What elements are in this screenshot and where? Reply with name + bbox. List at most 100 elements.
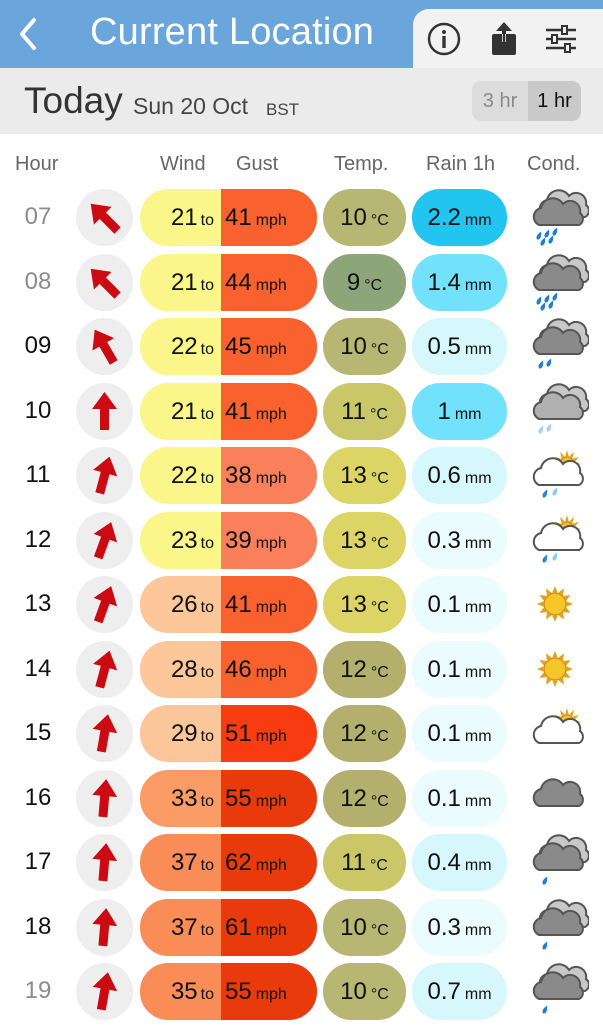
drizzle-cloud-icon xyxy=(532,963,590,1014)
rain-amount-value: 0.3 xyxy=(427,527,461,554)
forecast-row: 16 33 to 55 mph 12 °C 0.1 mm xyxy=(0,770,603,834)
wind-speed-pill: 21 to xyxy=(140,383,221,440)
gust-unit-label: mph xyxy=(255,599,287,616)
gust-unit-label: mph xyxy=(255,212,287,229)
wind-to-label: to xyxy=(200,212,214,229)
column-header-hour: Hour xyxy=(15,153,59,175)
gust-speed-text: 62 mph xyxy=(225,834,287,891)
hour-label: 18 xyxy=(24,913,52,940)
wind-direction-arrow-icon xyxy=(93,456,118,495)
hour-label: 19 xyxy=(24,977,52,1004)
interval-3hr-option[interactable]: 3 hr xyxy=(482,90,518,112)
rain-amount-pill: 0.3 mm xyxy=(412,512,507,569)
rain-unit-label: mm xyxy=(454,406,482,423)
wind-to-label: to xyxy=(200,599,214,616)
forecast-row: 14 28 to 46 mph 12 °C 0.1 mm xyxy=(0,641,603,705)
hour-label: 17 xyxy=(24,848,52,875)
forecast-row: 12 23 to 39 mph 13 °C 0.3 mm xyxy=(0,512,603,576)
condition-cell xyxy=(525,447,589,504)
gust-speed-pill: 55 mph xyxy=(221,963,317,1020)
temperature-value: 13 xyxy=(340,527,367,554)
wind-speed-pill: 29 to xyxy=(140,705,221,762)
wind-to-label: to xyxy=(200,277,214,294)
rain-unit-label: mm xyxy=(464,922,492,939)
toolbar xyxy=(413,9,603,68)
gust-speed-value: 38 xyxy=(225,462,252,489)
rain-amount-value: 0.1 xyxy=(427,720,461,747)
wind-speed-value: 21 xyxy=(170,269,198,296)
wind-speed-pill: 35 to xyxy=(140,963,221,1020)
rain-amount-pill: 0.5 mm xyxy=(412,318,507,375)
rain-amount-pill: 0.4 mm xyxy=(412,834,507,891)
temperature-value: 10 xyxy=(340,914,367,941)
rain-amount-pill: 0.1 mm xyxy=(412,576,507,633)
rain-amount-pill: 1 mm xyxy=(412,383,507,440)
rain-amount-pill: 0.7 mm xyxy=(412,963,507,1020)
hour-label: 09 xyxy=(24,332,52,359)
condition-cell xyxy=(525,899,590,956)
gust-speed-text: 61 mph xyxy=(225,899,287,956)
rain-amount-value: 0.1 xyxy=(427,785,461,812)
forecast-row: 07 21 to 41 mph 10 °C 2.2 mm xyxy=(0,189,603,253)
light-rain-cloud-icon xyxy=(532,383,590,434)
interval-1hr-option[interactable]: 1 hr xyxy=(528,81,581,121)
share-button[interactable] xyxy=(486,21,522,57)
sun-rain-cloud-icon xyxy=(532,450,584,498)
wind-speed-value: 22 xyxy=(170,462,198,489)
wind-direction-arrow-icon xyxy=(90,268,121,299)
gust-speed-value: 41 xyxy=(225,398,252,425)
gust-speed-pill: 39 mph xyxy=(221,512,317,569)
rain-amount-pill: 0.1 mm xyxy=(412,705,507,762)
rain-amount-value: 1 xyxy=(437,398,451,425)
column-header-gust: Gust xyxy=(236,153,279,175)
gust-speed-value: 55 xyxy=(225,978,252,1005)
page-title: Current Location xyxy=(90,11,375,53)
date-label: Sun 20 Oct xyxy=(133,93,249,119)
wind-speed-text: 29 to xyxy=(171,705,214,762)
gust-speed-pill: 55 mph xyxy=(221,770,317,827)
hour-label: 15 xyxy=(24,719,52,746)
rain-amount-pill: 0.1 mm xyxy=(412,770,507,827)
rain-unit-label: mm xyxy=(464,599,492,616)
gust-speed-text: 46 mph xyxy=(225,641,287,698)
info-button[interactable] xyxy=(426,21,462,57)
hour-label: 13 xyxy=(24,590,52,617)
condition-cell xyxy=(525,254,590,311)
wind-direction-arrow-icon xyxy=(93,522,118,560)
rain-cloud-icon xyxy=(532,318,590,369)
wind-speed-value: 21 xyxy=(170,398,198,425)
rain-unit-label: mm xyxy=(464,277,492,294)
gust-speed-value: 62 xyxy=(225,849,252,876)
rain-unit-label: mm xyxy=(464,793,492,810)
temperature-unit-label: °C xyxy=(370,664,389,681)
wind-to-label: to xyxy=(200,986,214,1003)
wind-to-label: to xyxy=(200,793,214,810)
rain-amount-value: 0.7 xyxy=(427,978,461,1005)
temperature-unit-label: °C xyxy=(370,535,389,552)
gust-speed-pill: 41 mph xyxy=(221,189,317,246)
temperature-value: 10 xyxy=(340,978,367,1005)
wind-speed-pill: 26 to xyxy=(140,576,221,633)
forecast-row: 18 37 to 61 mph 10 °C 0.3 mm xyxy=(0,899,603,963)
gust-speed-text: 55 mph xyxy=(225,963,287,1020)
condition-cell xyxy=(525,383,590,440)
wind-to-label: to xyxy=(200,535,214,552)
temperature-unit-label: °C xyxy=(370,599,389,616)
temperature-pill: 10 °C xyxy=(323,899,406,956)
temperature-pill: 11 °C xyxy=(323,834,406,891)
back-button[interactable] xyxy=(14,14,44,54)
wind-direction-badge xyxy=(76,512,133,569)
wind-direction-badge xyxy=(76,899,133,956)
rain-amount-pill: 2.2 mm xyxy=(412,189,507,246)
sun-rain-cloud-icon xyxy=(532,515,584,563)
temperature-value: 10 xyxy=(340,333,367,360)
cloud-icon xyxy=(532,778,584,807)
wind-direction-badge xyxy=(76,770,133,827)
wind-direction-badge xyxy=(76,318,133,375)
settings-button[interactable] xyxy=(543,21,579,57)
sun-icon xyxy=(537,586,573,622)
condition-cell xyxy=(525,189,590,246)
condition-cell xyxy=(525,834,590,891)
rain-amount-value: 0.5 xyxy=(427,333,461,360)
rain-unit-label: mm xyxy=(464,341,492,358)
